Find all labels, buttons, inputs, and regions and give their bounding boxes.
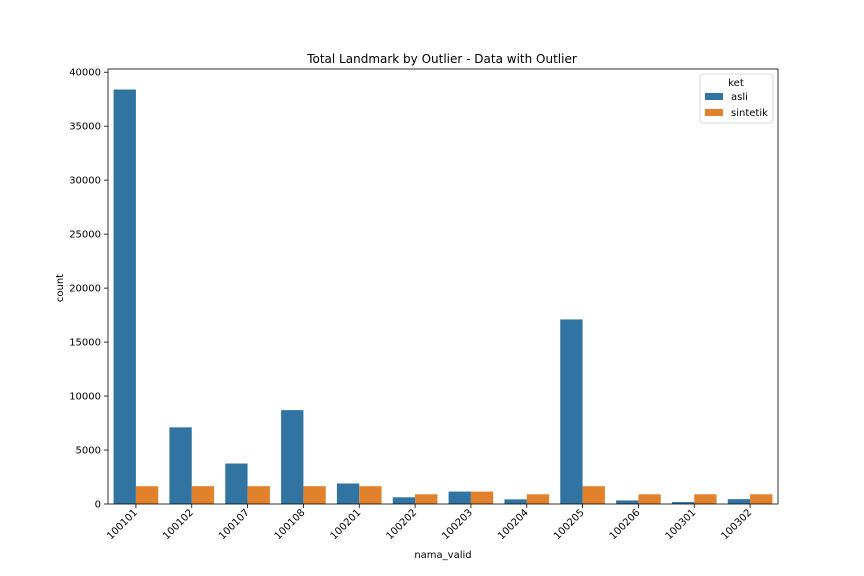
- x-tick-label: 100302: [719, 507, 754, 542]
- legend-swatch-asli: [705, 93, 723, 100]
- x-axis: 100101 100102 100107 100108 100201 100202 1002…: [105, 504, 754, 542]
- bar-asli-100201: [336, 483, 360, 504]
- bar-asli-100206: [616, 500, 639, 504]
- legend-swatch-sintetik: [705, 109, 723, 116]
- bar-asli-100101: [113, 89, 136, 505]
- bar-asli-100302: [727, 499, 751, 504]
- y-tick-label: 25000: [69, 230, 101, 241]
- bar-asli-100102: [169, 427, 192, 504]
- y-tick-label: 20000: [69, 284, 101, 295]
- x-tick-label: 100102: [161, 507, 196, 542]
- x-axis-label: nama_valid: [414, 550, 471, 561]
- bar-asli-100107: [225, 463, 248, 504]
- bar-sintetik-100204: [526, 494, 550, 504]
- bar-sintetik-100101: [135, 486, 159, 504]
- bar-sintetik-100203: [470, 491, 494, 504]
- bar-sintetik-100202: [415, 494, 438, 504]
- x-tick-label: 100101: [105, 507, 140, 542]
- x-tick-label: 100203: [440, 507, 475, 542]
- legend: ket asli sintetik: [699, 73, 774, 124]
- plot-frame: [107, 68, 779, 505]
- x-tick-label: 100108: [273, 507, 308, 542]
- x-tick-label: 100301: [664, 507, 699, 542]
- bar-sintetik-100108: [303, 486, 326, 504]
- y-tick-label: 35000: [69, 122, 101, 133]
- legend-label-sintetik: sintetik: [731, 108, 768, 119]
- bar-asli-100203: [448, 491, 471, 504]
- bar-sintetik-100205: [582, 486, 605, 504]
- bar-sintetik-100301: [694, 494, 717, 504]
- x-tick-label: 100204: [496, 507, 531, 542]
- bar-sintetik-100201: [359, 486, 382, 504]
- y-tick-label: 0: [95, 500, 101, 511]
- x-tick-label: 100201: [329, 507, 364, 542]
- legend-label-asli: asli: [731, 92, 748, 103]
- x-tick-label: 100202: [384, 507, 419, 542]
- x-tick-label: 100205: [552, 507, 587, 542]
- bar-asli-100205: [560, 319, 583, 504]
- bar-sintetik-100302: [750, 494, 773, 504]
- bar-asli-100301: [671, 502, 695, 504]
- bars: [113, 89, 773, 505]
- bar-sintetik-100107: [247, 486, 270, 504]
- y-axis-label: count: [55, 274, 66, 302]
- bar-asli-100108: [281, 410, 304, 504]
- y-axis: 0 5000 10000 15000 20000 25000 30000 35000 40000: [69, 68, 108, 511]
- y-tick-label: 40000: [69, 68, 101, 79]
- y-tick-label: 5000: [76, 446, 101, 457]
- x-tick-label: 100206: [608, 507, 643, 542]
- bar-sintetik-100206: [638, 494, 661, 504]
- legend-title: ket: [728, 78, 744, 89]
- bar-asli-100202: [392, 497, 416, 504]
- chart-title: Total Landmark by Outlier - Data with Ou…: [306, 52, 577, 66]
- y-tick-label: 30000: [69, 176, 101, 187]
- y-tick-label: 10000: [69, 392, 101, 403]
- x-tick-label: 100107: [217, 507, 252, 542]
- bar-asli-100204: [504, 499, 527, 504]
- bar-sintetik-100102: [191, 486, 215, 504]
- y-tick-label: 15000: [69, 338, 101, 349]
